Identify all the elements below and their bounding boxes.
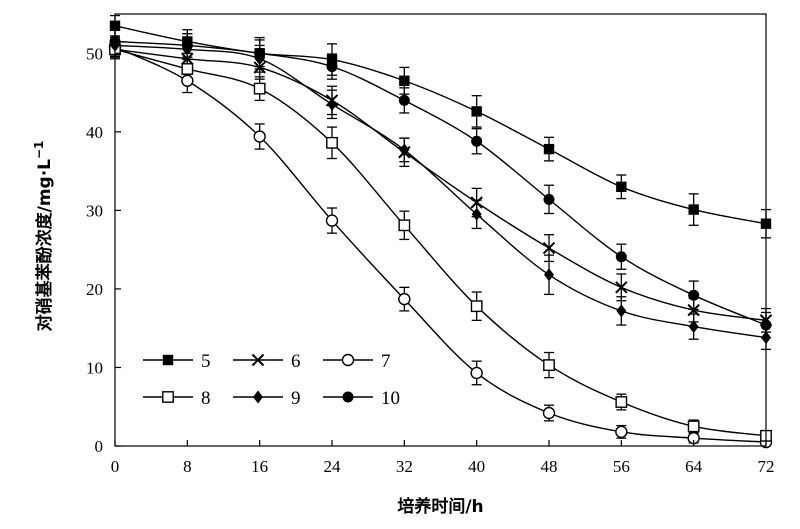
x-axis-title: 培养时间/h xyxy=(397,496,483,517)
x-tick-label: 48 xyxy=(541,457,558,476)
data-point-7 xyxy=(470,366,483,380)
legend-item-5: 5 xyxy=(143,351,211,372)
data-point-5 xyxy=(688,204,699,215)
series-line-10 xyxy=(114,40,767,326)
legend-label: 10 xyxy=(381,388,400,409)
y-tick-label: 0 xyxy=(95,437,104,456)
x-tick-label: 56 xyxy=(613,457,630,476)
data-point-5 xyxy=(399,75,410,86)
series-line-5 xyxy=(114,25,767,225)
legend-item-6: 6 xyxy=(233,351,301,372)
data-point-7 xyxy=(398,292,411,306)
legend-label: 9 xyxy=(291,388,301,409)
y-axis-title: 对硝基苯酚浓度/mg·L−1 xyxy=(32,141,55,332)
legend-item-8: 8 xyxy=(143,388,211,409)
y-tick-label: 20 xyxy=(86,280,103,299)
data-point-6 xyxy=(253,61,266,74)
data-point-8 xyxy=(543,359,555,371)
data-point-9 xyxy=(399,143,410,157)
legend-label: 5 xyxy=(201,351,211,372)
data-point-5 xyxy=(326,54,338,65)
data-point-10 xyxy=(471,135,483,147)
x-tick-label: 40 xyxy=(468,457,485,476)
data-point-6 xyxy=(687,303,700,317)
y-axis-title-sup: −1 xyxy=(32,141,46,159)
legend-label: 6 xyxy=(291,351,301,372)
data-point-9 xyxy=(544,268,554,282)
x-tick-label: 24 xyxy=(324,457,342,476)
data-point-5 xyxy=(471,106,482,117)
data-point-7 xyxy=(325,214,339,227)
legend-item-10: 10 xyxy=(323,388,400,409)
data-point-6 xyxy=(615,281,628,294)
data-point-8 xyxy=(181,63,194,75)
series-line-8 xyxy=(114,48,767,437)
plot-lines xyxy=(110,14,771,446)
y-tick-label: 10 xyxy=(86,358,103,377)
y-tick-label: 40 xyxy=(86,123,103,142)
legend: 5 6 7 8 9 10 xyxy=(143,351,400,409)
data-point-5 xyxy=(616,181,627,192)
legend-item-7: 7 xyxy=(323,351,391,372)
data-point-7 xyxy=(542,406,556,420)
data-point-7 xyxy=(253,130,266,143)
series-line-6 xyxy=(114,48,767,322)
series-line-9 xyxy=(114,44,767,339)
legend-item-9: 9 xyxy=(233,388,301,409)
data-point-6 xyxy=(470,196,483,209)
data-point-10 xyxy=(543,193,555,205)
data-point-6 xyxy=(542,241,556,255)
data-point-7 xyxy=(181,74,194,87)
data-point-10 xyxy=(254,47,266,59)
data-point-7 xyxy=(615,425,628,439)
data-point-10 xyxy=(181,39,193,51)
data-point-5 xyxy=(543,143,555,155)
data-point-9 xyxy=(616,304,627,318)
x-tick-label: 8 xyxy=(183,457,192,476)
data-point-8 xyxy=(398,219,411,232)
data-point-9 xyxy=(327,97,337,111)
data-point-6 xyxy=(181,52,194,65)
data-point-10 xyxy=(326,61,338,73)
x-tick-label: 72 xyxy=(758,457,775,476)
data-point-9 xyxy=(471,207,482,221)
data-point-10 xyxy=(615,251,627,263)
data-point-8 xyxy=(470,300,483,313)
data-point-10 xyxy=(688,289,700,301)
y-axis-title-main: 对硝基苯酚浓度/mg·L xyxy=(34,159,55,332)
legend-marker xyxy=(253,390,263,404)
y-tick-label: 30 xyxy=(86,201,103,220)
data-point-8 xyxy=(326,136,338,149)
x-tick-label: 32 xyxy=(396,457,413,476)
data-point-8 xyxy=(253,82,266,95)
legend-marker xyxy=(251,353,265,367)
series-line-7 xyxy=(114,46,767,443)
plot-frame xyxy=(114,13,767,447)
legend-marker xyxy=(342,391,354,403)
legend-label: 7 xyxy=(381,351,391,372)
x-tick-label: 0 xyxy=(111,457,120,476)
legend-marker xyxy=(162,354,174,366)
legend-marker xyxy=(162,391,174,403)
legend-label: 8 xyxy=(201,388,211,409)
x-tick-label: 16 xyxy=(251,457,268,476)
data-point-10 xyxy=(398,94,410,106)
y-tick-label: 50 xyxy=(86,44,103,63)
data-point-8 xyxy=(687,420,700,433)
data-point-9 xyxy=(688,320,699,334)
legend-marker xyxy=(341,353,355,367)
data-point-8 xyxy=(615,396,628,408)
plot-markers xyxy=(108,20,773,449)
x-tick-label: 64 xyxy=(685,457,703,476)
